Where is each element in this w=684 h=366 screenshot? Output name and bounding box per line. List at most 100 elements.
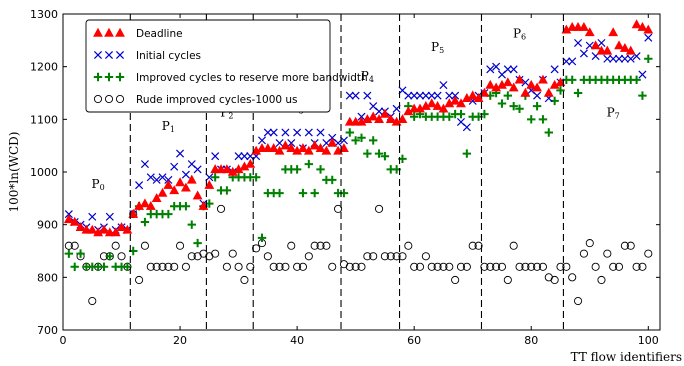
data-point — [514, 74, 525, 84]
legend-marker — [104, 72, 114, 82]
data-point — [462, 123, 471, 132]
data-point — [619, 43, 630, 52]
data-point — [181, 262, 190, 271]
data-point — [269, 128, 278, 137]
data-point — [620, 241, 629, 250]
data-point — [246, 262, 255, 271]
data-point — [368, 111, 379, 121]
legend-marker — [104, 94, 114, 104]
x-tick-label: 100 — [638, 334, 659, 347]
data-point — [520, 87, 531, 97]
data-point — [274, 145, 285, 155]
data-point — [573, 88, 583, 98]
data-marks — [63, 19, 654, 306]
data-point — [169, 185, 180, 195]
data-point — [146, 262, 155, 271]
data-point — [479, 87, 490, 97]
data-point — [117, 252, 126, 261]
data-point — [374, 149, 384, 158]
data-point — [316, 165, 325, 174]
data-point — [462, 149, 472, 158]
axis-ticks: 0 20 40 60 80 100 700 800 900 1000 1100 1200 1300 — [30, 8, 660, 347]
data-point — [146, 173, 155, 182]
data-point — [140, 198, 150, 208]
data-point — [363, 149, 372, 158]
data-point — [614, 262, 624, 271]
data-point — [257, 143, 267, 152]
x-tick-label: 60 — [407, 334, 421, 347]
data-point — [275, 262, 284, 271]
data-point — [344, 116, 355, 126]
data-point — [281, 262, 290, 271]
data-point — [486, 262, 495, 271]
data-point — [538, 74, 548, 84]
data-point — [280, 140, 291, 150]
data-point — [158, 262, 167, 271]
data-point — [176, 241, 185, 250]
data-point — [135, 181, 144, 190]
data-point — [69, 216, 80, 226]
data-point — [152, 262, 161, 271]
data-point — [632, 262, 641, 271]
x-tick-label: 40 — [290, 334, 304, 347]
data-point — [538, 262, 547, 271]
data-point — [351, 136, 360, 145]
data-point — [375, 204, 384, 213]
data-point — [369, 252, 378, 261]
data-point — [293, 128, 302, 137]
data-point — [502, 77, 513, 87]
data-point — [111, 241, 120, 250]
data-point — [456, 262, 466, 271]
data-point — [456, 98, 466, 108]
data-point — [99, 224, 109, 234]
data-point — [409, 103, 420, 113]
data-point — [310, 188, 319, 198]
data-point — [345, 128, 354, 137]
data-point — [316, 241, 325, 250]
data-point — [468, 241, 477, 250]
data-point — [497, 99, 507, 108]
data-point — [485, 79, 496, 89]
data-point — [380, 152, 390, 161]
data-point — [445, 262, 454, 271]
data-point — [404, 91, 413, 100]
data-point — [492, 62, 501, 71]
y-axis-title: 100*ln(WCD) — [7, 132, 21, 213]
data-point — [263, 252, 272, 261]
legend-marker — [93, 27, 103, 37]
data-point — [304, 252, 313, 261]
data-point — [533, 91, 542, 100]
data-point — [626, 54, 635, 63]
data-point — [221, 164, 232, 174]
data-point — [287, 139, 296, 148]
data-point — [187, 252, 196, 261]
data-point — [211, 249, 220, 258]
data-point — [298, 143, 308, 152]
legend-box — [85, 19, 331, 113]
data-point — [292, 165, 302, 174]
legend-marker — [115, 50, 125, 60]
data-point — [433, 262, 442, 271]
data-point — [357, 112, 366, 121]
data-point — [486, 65, 495, 74]
data-point — [298, 262, 308, 271]
data-point — [450, 95, 461, 105]
data-point — [303, 145, 314, 155]
data-point — [88, 296, 97, 306]
data-point — [410, 262, 419, 271]
data-point — [234, 152, 243, 161]
data-point — [574, 296, 583, 306]
series-triangle — [63, 19, 654, 237]
data-point — [556, 262, 565, 271]
data-point — [445, 91, 454, 100]
legend-entry: Initial cycles — [93, 50, 201, 62]
data-point — [439, 262, 448, 271]
data-point — [409, 112, 419, 121]
data-point — [350, 116, 361, 126]
y-tick-label: 800 — [37, 271, 58, 284]
data-point — [210, 164, 221, 174]
y-tick-label: 1000 — [30, 166, 58, 179]
data-point — [426, 98, 437, 108]
data-point — [369, 136, 378, 145]
x-tick-label: 0 — [60, 334, 67, 347]
